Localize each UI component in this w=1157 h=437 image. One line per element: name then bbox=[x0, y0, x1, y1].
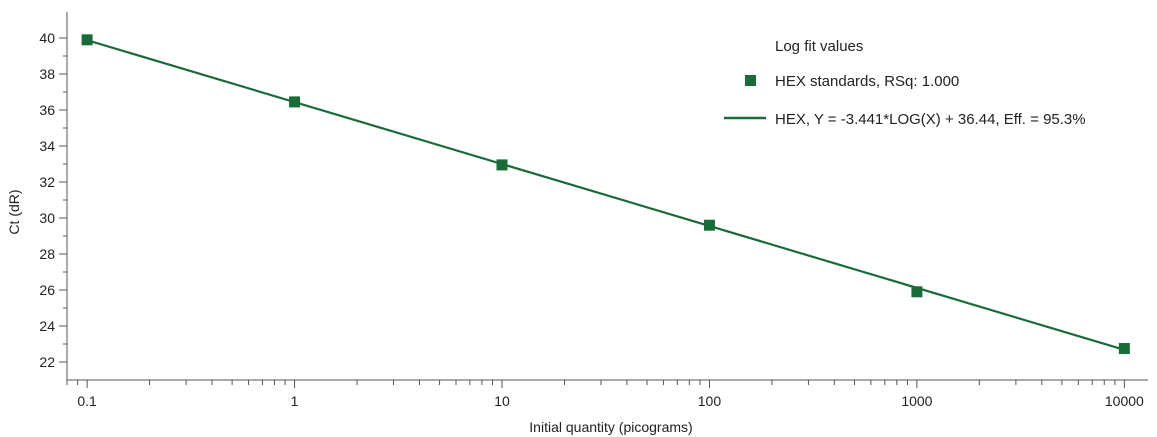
y-tick-label: 28 bbox=[39, 246, 55, 262]
data-point-hex-standard bbox=[1118, 343, 1130, 354]
y-tick-label: 22 bbox=[39, 354, 55, 370]
plot-area bbox=[81, 34, 1130, 354]
legend-label-hex-standards: HEX standards, RSq: 1.000 bbox=[775, 73, 959, 90]
x-tick-label: 100 bbox=[698, 393, 722, 409]
x-tick-label: 1000 bbox=[901, 393, 932, 409]
y-tick-label: 38 bbox=[39, 66, 55, 82]
data-point-hex-standard bbox=[81, 34, 93, 46]
y-tick-label: 34 bbox=[39, 138, 55, 154]
legend-marker-hex-standards bbox=[745, 75, 756, 86]
data-point-hex-standard bbox=[911, 286, 923, 298]
legend-label-hex-fit: HEX, Y = -3.441*LOG(X) + 36.44, Eff. = 9… bbox=[775, 111, 1086, 128]
data-point-hex-standard bbox=[289, 96, 301, 108]
x-tick-label: 10 bbox=[494, 393, 510, 409]
fit-line-hex bbox=[86, 39, 1125, 351]
x-axis: 0.1 1 10 100 1000 10000 bbox=[66, 379, 1148, 409]
y-tick-label: 30 bbox=[39, 210, 55, 226]
x-tick-label: 0.1 bbox=[77, 393, 97, 409]
y-axis: 22 24 26 28 30 32 34 36 38 40 bbox=[39, 12, 68, 380]
y-tick-label: 40 bbox=[39, 30, 55, 46]
x-axis-label: Initial quantity (picograms) bbox=[529, 419, 692, 435]
y-tick-label: 32 bbox=[39, 174, 55, 190]
y-tick-label: 36 bbox=[39, 102, 55, 118]
legend: Log fit values HEX standards, RSq: 1.000… bbox=[724, 38, 1086, 128]
y-axis-label: Ct (dR) bbox=[6, 189, 22, 234]
data-point-hex-standard bbox=[703, 219, 715, 231]
x-tick-label: 1 bbox=[291, 393, 299, 409]
legend-title: Log fit values bbox=[775, 38, 863, 55]
data-point-hex-standard bbox=[496, 159, 508, 171]
y-tick-label: 26 bbox=[39, 282, 55, 298]
x-tick-label: 10000 bbox=[1105, 393, 1144, 409]
y-tick-label: 24 bbox=[39, 318, 55, 334]
